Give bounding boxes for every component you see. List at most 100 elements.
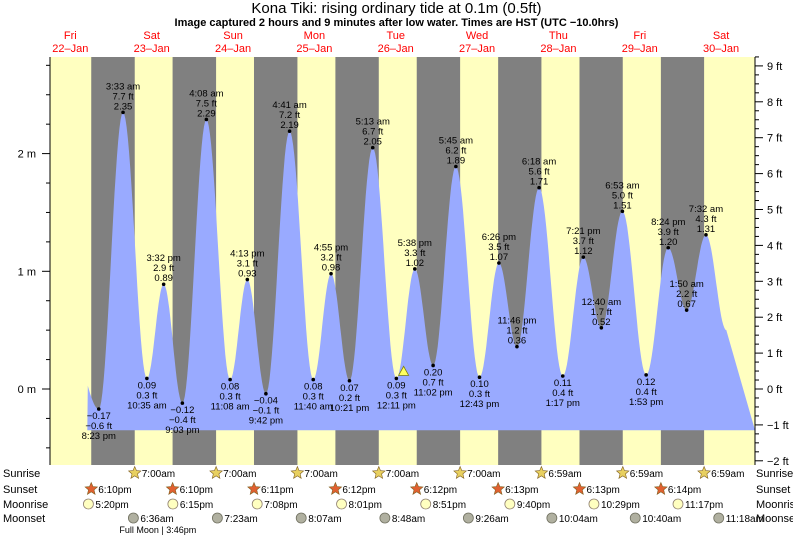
day-name-0: Fri [64,30,77,42]
tide-feet-label: 4.3 ft [695,214,716,225]
sunset-time: 6:11pm [261,485,294,496]
tide-time-label: 8:24 pm [651,217,685,228]
tide-point [228,377,232,382]
day-date-6: 28–Jan [540,43,576,55]
sun-star-icon [290,465,305,479]
sunrise-time: 6:59am [548,469,581,480]
tide-curve [87,112,756,431]
tide-meters-label: 1.89 [447,156,466,167]
tide-meters-label: 1.07 [490,252,509,263]
tide-point [537,185,541,190]
tide-time-label: 5:13 am [356,117,390,128]
moonrise-time: 8:01pm [349,500,382,511]
tide-meters-label: 1.20 [659,237,678,248]
moonset-time: 10:04am [559,514,598,525]
tide-time-label: 12:43 pm [460,399,500,410]
day-name-4: Tue [386,30,405,42]
tide-feet-label: 3.2 ft [320,253,341,264]
sunrise-time: 7:00am [386,469,419,480]
tide-meters-label: 2.35 [114,101,133,112]
tide-feet-label: 5.6 ft [529,167,550,178]
sun-star-icon [491,481,506,495]
tide-time-label: 1:53 pm [629,397,663,408]
moonset-icon [462,512,474,524]
moonset-icon [211,512,223,524]
moonrise-time: 7:08pm [264,500,297,511]
moonrise-time: 10:29pm [601,500,640,511]
moonset-icon [546,512,558,524]
moonset-icon [379,512,391,524]
moonset-icon [713,512,725,524]
tide-feet-label: 5.0 ft [612,190,633,201]
axes-layer: 2 m 1 m 0 m 9 ft 8 ft 7 ft 6 ft 5 ft 4 ft 3 ft 2 f… [18,56,789,468]
sunrise-time: 7:00am [223,469,256,480]
left-tick-label: 1 m [18,266,36,278]
tide-feet-label: 0.3 ft [386,390,407,401]
tide-point [329,271,333,276]
tide-point [287,129,292,134]
right-tick-label: 9 ft [767,61,782,73]
tide-meters-label: 0.12 [637,377,656,388]
moonset-icon [629,512,641,524]
moonrise-time: 6:15pm [180,500,213,511]
tide-time-label: 5:45 am [439,136,473,147]
moonrise-time: 11:17pm [685,500,723,511]
day-date-3: 25–Jan [296,43,332,55]
moonset-icon [127,512,139,524]
tide-meters-label: −0.12 [170,405,194,416]
moonrise-time: 5:20pm [95,500,128,511]
tide-point [121,110,125,115]
tide-labels: −0.17−0.6 ft8:23 pm 3:33 am7.7 ft2.35 0.09… [82,81,724,442]
sun-star-icon [653,481,668,495]
right-tick-label: 5 ft [767,205,782,217]
sunset-time: 6:12pm [342,485,375,496]
page-title: Kona Tiki: rising ordinary tide at 0.1m … [251,0,542,17]
tide-time-label: 12:11 pm [377,400,416,411]
sun-star-icon [127,465,142,479]
sunrise-time: 6:59am [711,469,744,480]
day-name-7: Fri [633,30,646,42]
moonset-time: 10:40am [642,514,681,525]
tide-point [311,377,316,382]
tide-meters-label: 0.08 [221,382,240,393]
moonset-time: 6:36am [140,514,173,525]
tide-point [180,401,185,405]
tide-point [560,374,565,378]
tide-meters-label: 0.52 [592,317,611,328]
tide-point [684,308,689,312]
tide-meters-label: 0.36 [508,336,527,347]
tide-feet-label: 0.3 ft [220,392,241,403]
tide-feet-label: 3.5 ft [488,242,509,253]
tide-meters-label: 0.10 [470,379,489,390]
day-date-1: 23–Jan [134,43,170,55]
tide-meters-label: 0.09 [387,380,406,391]
tide-time-label: 6:26 pm [482,232,516,243]
sunset-time: 6:13pm [505,485,538,496]
sun-star-icon [371,465,386,479]
tide-time-label: 3:32 pm [146,253,180,264]
moonrise-icon [83,498,94,510]
tide-meters-label: 0.08 [304,382,323,393]
tide-time-label: 4:55 pm [314,243,348,254]
tide-meters-label: 0.93 [238,269,257,280]
moonset-row-label-right: Moonset [756,513,793,525]
tide-meters-label: 0.89 [154,273,173,284]
tide-time-label: 5:38 pm [398,238,432,249]
tide-meters-label: −0.04 [254,396,278,407]
tide-time-label: 11:40 am [294,402,333,413]
tide-feet-label: 0.3 ft [136,390,157,401]
day-name-1: Sat [143,30,160,42]
right-tick-label: 6 ft [767,169,782,181]
tide-feet-label: 7.7 ft [112,91,133,102]
sun-star-icon [615,465,630,479]
tide-point [644,373,648,377]
tide-feet-label: 2.2 ft [676,289,697,300]
tide-feet-label: 0.3 ft [469,389,490,400]
day-date-2: 24–Jan [215,43,251,55]
tide-point [145,376,149,381]
tide-point [497,261,501,265]
moonrise-icon [336,498,347,510]
moonrise-icon [504,498,516,510]
sun-star-icon [165,481,180,495]
